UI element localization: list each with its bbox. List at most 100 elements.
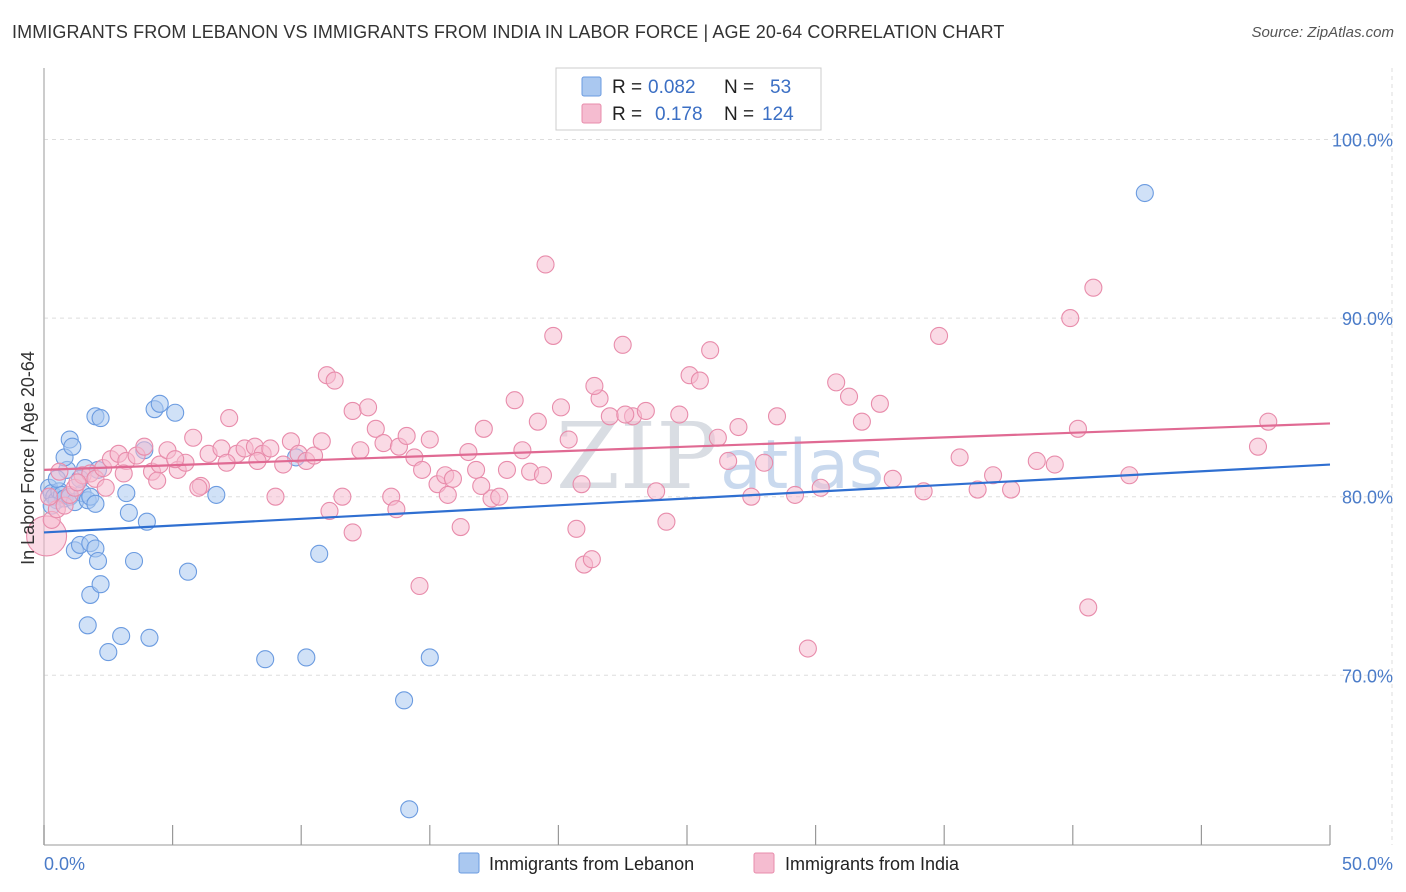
point-india <box>135 437 154 456</box>
point-india <box>811 478 830 497</box>
point-lebanon <box>207 485 226 504</box>
point-india <box>438 485 457 504</box>
point-india <box>613 335 632 354</box>
point-india <box>189 478 208 497</box>
point-india <box>1068 419 1087 438</box>
legend-r-value-2: 0.178 <box>655 104 703 125</box>
point-india <box>1079 598 1098 617</box>
point-india <box>410 576 429 596</box>
legend-n-value-1: 53 <box>770 77 791 98</box>
point-india <box>166 450 185 469</box>
legend-n-value-2: 124 <box>762 104 794 125</box>
legend-n-label-2: N = <box>724 104 754 125</box>
point-lebanon <box>63 437 82 456</box>
legend-swatch-lebanon <box>581 76 602 97</box>
trend-lines <box>43 422 1331 534</box>
bottom-legend-india: Immigrants from India <box>785 854 960 874</box>
point-lebanon <box>310 544 329 563</box>
chart-title: IMMIGRANTS FROM LEBANON VS IMMIGRANTS FR… <box>12 22 1005 42</box>
point-india <box>1002 480 1021 499</box>
point-india <box>490 487 509 506</box>
point-india <box>474 419 493 438</box>
point-india <box>755 453 774 472</box>
bottom-legend-swatch-india <box>753 852 775 874</box>
point-india <box>1045 455 1064 474</box>
point-india <box>729 417 748 437</box>
point-india <box>359 398 378 417</box>
point-india <box>600 407 619 426</box>
point-india <box>366 419 385 438</box>
y-tick-label: 70.0% <box>1342 666 1393 686</box>
point-india <box>451 518 470 537</box>
tick-labels: 100.0% 90.0% 80.0% 70.0% 0.0% 50.0% <box>44 130 1393 874</box>
point-india <box>572 475 591 494</box>
point-lebanon <box>395 691 414 710</box>
point-india <box>184 428 203 447</box>
legend: R = 0.082 N = 53 R = 0.178 N = 124 <box>555 67 822 131</box>
point-india <box>114 464 133 483</box>
x-tick-label: 50.0% <box>1342 854 1393 874</box>
point-india <box>1061 309 1080 328</box>
trend-line-india <box>43 422 1331 471</box>
point-lebanon <box>420 648 439 667</box>
data-points <box>26 183 1278 819</box>
point-lebanon <box>78 616 97 635</box>
point-india <box>505 391 524 410</box>
point-india <box>657 512 676 531</box>
point-india <box>536 255 555 274</box>
point-india <box>467 460 486 479</box>
point-india <box>585 376 604 395</box>
point-lebanon <box>166 403 185 422</box>
point-india <box>266 487 285 506</box>
point-lebanon <box>140 628 159 647</box>
point-india <box>351 441 370 460</box>
point-india <box>325 371 344 390</box>
point-lebanon <box>117 484 136 503</box>
point-lebanon <box>1135 183 1154 203</box>
point-india <box>839 387 859 406</box>
point-india <box>459 442 478 462</box>
point-india <box>443 469 462 488</box>
point-lebanon <box>400 800 419 819</box>
point-india <box>68 473 87 492</box>
point-india <box>497 460 517 479</box>
point-india <box>984 466 1003 485</box>
point-india <box>647 482 666 501</box>
y-tick-label: 100.0% <box>1332 130 1393 150</box>
point-india <box>420 430 439 449</box>
legend-r-label-2: R = <box>612 104 642 125</box>
point-india <box>220 409 239 428</box>
point-india <box>968 480 987 499</box>
point-lebanon <box>124 551 144 571</box>
point-india <box>616 405 635 424</box>
point-lebanon <box>297 648 316 667</box>
point-india <box>930 326 949 345</box>
point-india <box>950 448 969 467</box>
x-tick-label: 0.0% <box>44 854 85 874</box>
point-india <box>472 476 491 496</box>
point-lebanon <box>86 494 105 513</box>
point-india <box>582 550 601 569</box>
point-india <box>852 412 871 431</box>
bottom-legend-lebanon: Immigrants from Lebanon <box>489 854 694 874</box>
point-india <box>870 394 889 413</box>
y-axis-label: In Labor Force | Age 20-64 <box>18 351 38 565</box>
y-tick-label: 80.0% <box>1342 488 1393 508</box>
legend-swatch-india <box>581 103 602 124</box>
point-india <box>1084 278 1103 297</box>
chart-source: Source: ZipAtlas.com <box>1251 24 1394 41</box>
point-india <box>719 451 738 471</box>
point-india <box>1248 437 1268 456</box>
point-india <box>513 441 532 460</box>
point-india <box>708 428 727 447</box>
point-india <box>798 639 817 658</box>
point-india <box>1259 412 1278 431</box>
point-lebanon <box>112 626 131 646</box>
point-india <box>413 460 432 479</box>
point-india <box>767 407 787 426</box>
point-lebanon <box>119 503 138 522</box>
point-india <box>50 462 69 481</box>
legend-r-label-1: R = <box>612 77 642 98</box>
point-india <box>533 466 553 485</box>
